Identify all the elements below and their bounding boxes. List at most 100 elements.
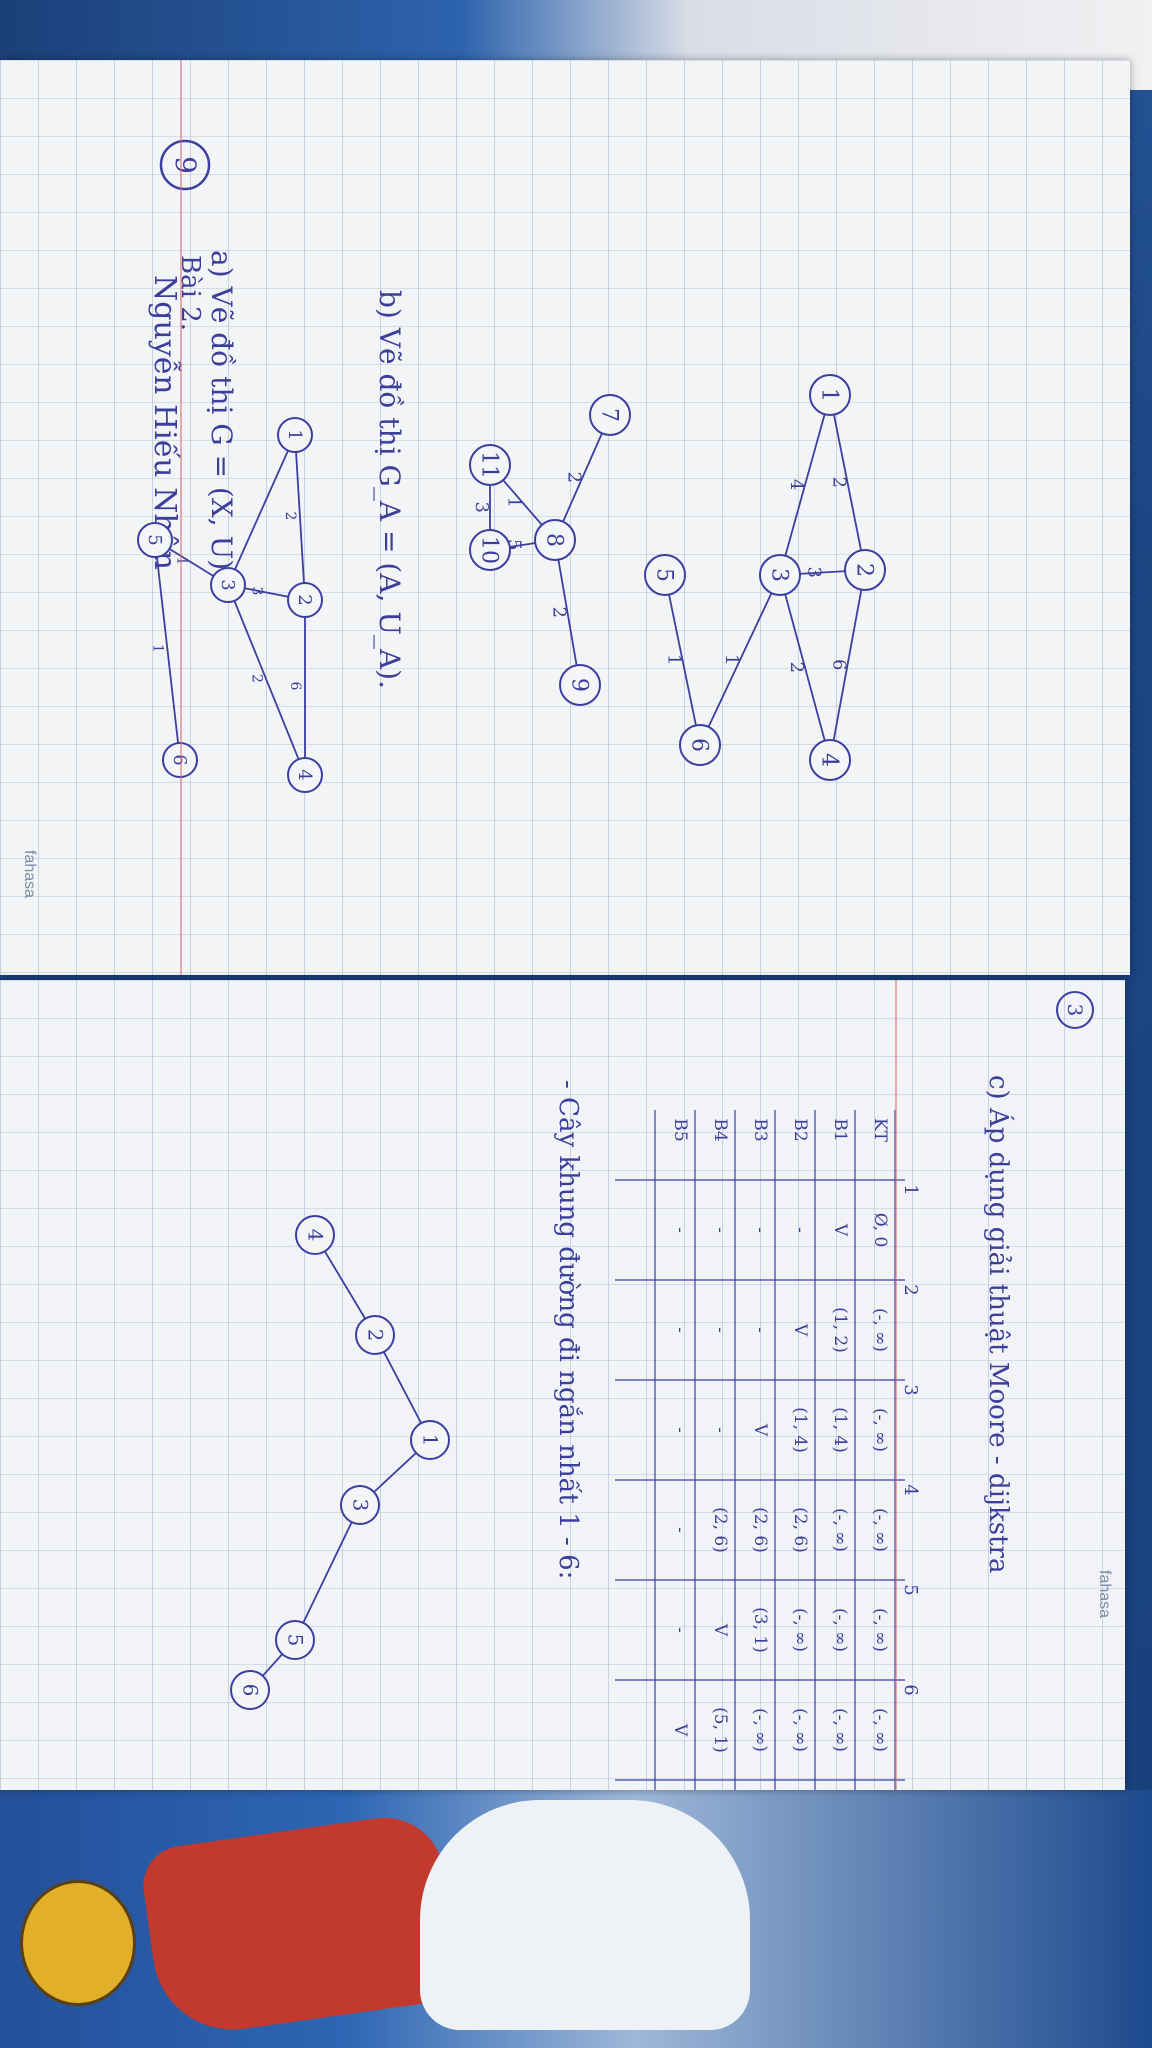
tree-node-label: 2 <box>363 1329 387 1342</box>
tree-node-2 <box>355 1315 395 1355</box>
table-cell: (2, 6) <box>790 1507 810 1553</box>
table-cell: - <box>750 1327 770 1333</box>
graph-b-node-3 <box>210 567 246 603</box>
tree-node-label: 6 <box>238 1684 262 1697</box>
graph-a-edge <box>779 574 831 761</box>
graph-b-edge-weight: 1 <box>150 644 166 653</box>
graph-b-edge <box>154 539 181 761</box>
table-cell: (-, ∞) <box>870 1408 890 1452</box>
table-cell: (5, 1) <box>710 1707 730 1753</box>
table-cell: (-, ∞) <box>870 1708 890 1752</box>
tree-node-3 <box>340 1485 380 1525</box>
graph-a-edge-weight: 1 <box>721 654 742 665</box>
graph-a-edge <box>554 539 581 686</box>
table-cell: (1, 4) <box>790 1407 810 1453</box>
graph-a-node-label: 6 <box>687 738 712 752</box>
graph-b-node-label: 2 <box>294 594 315 605</box>
table-cell: (1, 2) <box>830 1307 850 1353</box>
graph-a-node-label: 1 <box>817 388 842 402</box>
graph-a-edge-weight: 2 <box>549 607 570 618</box>
dijkstra-table: 1 2 3 4 5 6 KT Ø, 0 (-, ∞) (-, ∞) (-, ∞) (-, ∞) (-, … <box>615 1110 921 1790</box>
part-a-text: a) Vẽ đồ thị G = (X, U) <box>205 250 238 570</box>
graph-b-edge-weight: 3 <box>249 587 265 596</box>
table-cell: (2, 6) <box>750 1507 770 1553</box>
table-cell: (-, ∞) <box>790 1708 810 1752</box>
graph-a-node-label: 10 <box>477 536 502 564</box>
table-header-cell: 6 <box>900 1684 921 1695</box>
tree-edge <box>294 1504 361 1641</box>
graph-b-node-label: 4 <box>294 769 315 780</box>
table-cell: (-, ∞) <box>870 1508 890 1552</box>
table-cell: - <box>670 1627 690 1633</box>
conclusion-text: - Cây khung đường đi ngắn nhất 1 - 6: <box>553 1080 584 1579</box>
graph-a-edge <box>829 394 866 571</box>
graph-b-edge-weight: 2 <box>282 512 298 521</box>
graph-b-node-1 <box>277 417 313 453</box>
table-cell: - <box>710 1327 730 1333</box>
table-cell: (-, ∞) <box>750 1708 770 1752</box>
table-cell: (-, ∞) <box>870 1308 890 1352</box>
table-header-cell: 1 <box>900 1184 921 1195</box>
table-row-label: B3 <box>750 1118 770 1141</box>
page-number-circle <box>159 139 211 191</box>
notebook-page-top: 9 Nguyễn Hiếu Nhân Bài 2. a) Vẽ đồ thị G… <box>0 60 1130 975</box>
tree-node-label: 4 <box>303 1229 327 1242</box>
page-number-group: 9 <box>159 139 211 191</box>
brand-watermark-bottom: fahasa <box>1096 1570 1113 1618</box>
page-top-drawing: 9 Nguyễn Hiếu Nhân Bài 2. a) Vẽ đồ thị G… <box>21 139 886 898</box>
part-c-text: c) Áp dụng giải thuật Moore - dijkstra <box>983 1075 1015 1573</box>
graph-b-edge <box>227 434 296 586</box>
page-number-circle-bottom <box>1056 991 1094 1029</box>
shortest-path-tree: 1 2 3 4 5 6 <box>230 1215 450 1710</box>
tree-node-label: 3 <box>348 1499 372 1512</box>
tree-node-4 <box>295 1215 335 1255</box>
graph-a-node-3 <box>759 554 801 596</box>
brand-watermark-top: fahasa <box>21 850 38 898</box>
graph-a-node-6 <box>679 724 721 766</box>
graph-b-node-2 <box>287 582 323 618</box>
graph-a-node-label: 7 <box>597 408 622 422</box>
table-cell: (-, ∞) <box>790 1608 810 1652</box>
graph-a-node-label: 8 <box>542 533 567 547</box>
graph-a-node-2 <box>844 549 886 591</box>
graph-a-node-label: 5 <box>652 568 677 582</box>
student-name: Nguyễn Hiếu Nhân <box>147 275 182 570</box>
graph-b-edge-weight: 2 <box>249 674 265 683</box>
table-cell: V <box>750 1423 770 1437</box>
table-header-cell: 5 <box>900 1584 921 1595</box>
graph-a-edge-weight: 2 <box>786 662 807 673</box>
tree-node-1 <box>410 1420 450 1460</box>
graph-a-edge <box>779 394 831 576</box>
graph-b-node-5 <box>137 522 173 558</box>
table-cell: V <box>670 1723 690 1737</box>
graph-a-node-1 <box>809 374 851 416</box>
graph-b-node-4 <box>287 757 323 793</box>
tree-node-label: 5 <box>283 1634 307 1647</box>
white-cloth-shape <box>420 1800 750 2030</box>
tree-node-5 <box>275 1620 315 1660</box>
graph-b-node-label: 6 <box>169 754 190 765</box>
table-header-cell: 4 <box>900 1484 921 1495</box>
tree-node-label: 1 <box>418 1434 442 1447</box>
table-cell: (-, ∞) <box>830 1708 850 1752</box>
bell-pattern <box>20 1880 136 2006</box>
graph-b-edge <box>227 584 306 776</box>
graph-a-edge-weight: 2 <box>564 472 585 483</box>
graph-a-edge-weight: 3 <box>471 502 492 513</box>
table-row-label: B1 <box>830 1118 850 1141</box>
table-cell: V <box>830 1223 850 1237</box>
page-bottom-drawing: 3 c) Áp dụng giải thuật Moore - dijkstra… <box>230 991 1113 1790</box>
graph-a-edge <box>699 574 781 746</box>
graph-b-node-label: 5 <box>144 534 165 545</box>
graph-b-edge-weight: 6 <box>287 682 303 691</box>
graph-a-node-label: 4 <box>817 753 842 767</box>
table-cell: (1, 4) <box>830 1407 850 1453</box>
page-margin-line <box>180 60 182 975</box>
graph-a-edge <box>829 569 866 761</box>
graph-a-node-label: 11 <box>477 451 502 479</box>
table-cell: - <box>670 1427 690 1433</box>
graph-a-node-11 <box>469 444 511 486</box>
table-row-label: B5 <box>670 1118 690 1141</box>
graph-a-edge-weight: 2 <box>829 477 850 488</box>
graph-a-node-label: 2 <box>852 563 877 577</box>
